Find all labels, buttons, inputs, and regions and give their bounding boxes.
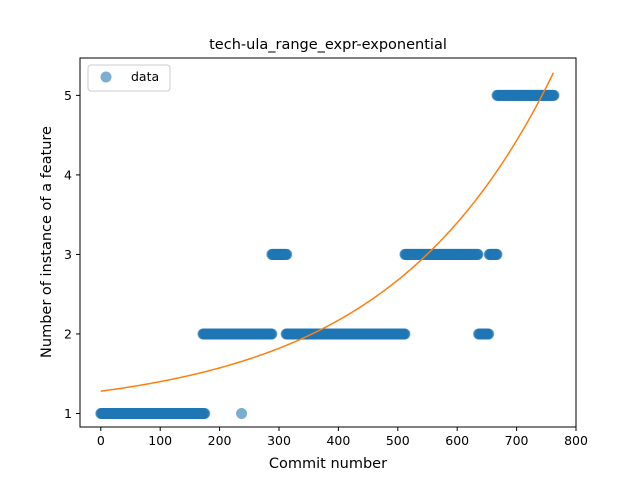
x-tick-label: 700: [505, 433, 529, 448]
y-tick-label: 5: [64, 88, 72, 103]
y-tick-label: 1: [64, 406, 72, 421]
y-tick-label: 4: [64, 167, 72, 182]
x-tick-label: 0: [97, 433, 105, 448]
x-axis-label: Commit number: [269, 456, 387, 472]
data-point: [491, 248, 503, 260]
plot-area-frame: [79, 57, 577, 428]
x-tick-label: 600: [445, 433, 469, 448]
x-tick-label: 500: [386, 433, 410, 448]
y-axis-label: Number of instance of a feature: [39, 126, 55, 358]
y-tick-label: 2: [64, 326, 72, 341]
x-tick-label: 100: [148, 433, 172, 448]
x-tick-label: 400: [326, 433, 350, 448]
x-tick-label: 200: [208, 433, 232, 448]
y-axis-ticks: 1 2 3 4 5: [64, 88, 80, 421]
data-point: [399, 328, 411, 340]
data-point: [483, 328, 495, 340]
legend-marker-data: [100, 71, 112, 83]
data-point: [199, 407, 211, 419]
data-point: [236, 407, 248, 419]
data-point: [266, 328, 278, 340]
chart-title: tech-ula_range_expr-exponential: [209, 37, 447, 53]
x-tick-label: 300: [267, 433, 291, 448]
legend-frame: [87, 64, 171, 92]
fit-series: [100, 72, 555, 392]
legend: data: [87, 64, 171, 92]
data-series: [95, 89, 560, 419]
data-point: [548, 89, 560, 101]
y-tick-label: 3: [64, 247, 72, 262]
data-point: [472, 248, 484, 260]
fit-line: [100, 72, 555, 392]
x-tick-label: 800: [564, 433, 588, 448]
legend-label-data: data: [131, 69, 159, 84]
data-point: [281, 248, 293, 260]
x-axis-ticks: 0 100 200 300 400 500 600 700 800: [97, 427, 588, 448]
